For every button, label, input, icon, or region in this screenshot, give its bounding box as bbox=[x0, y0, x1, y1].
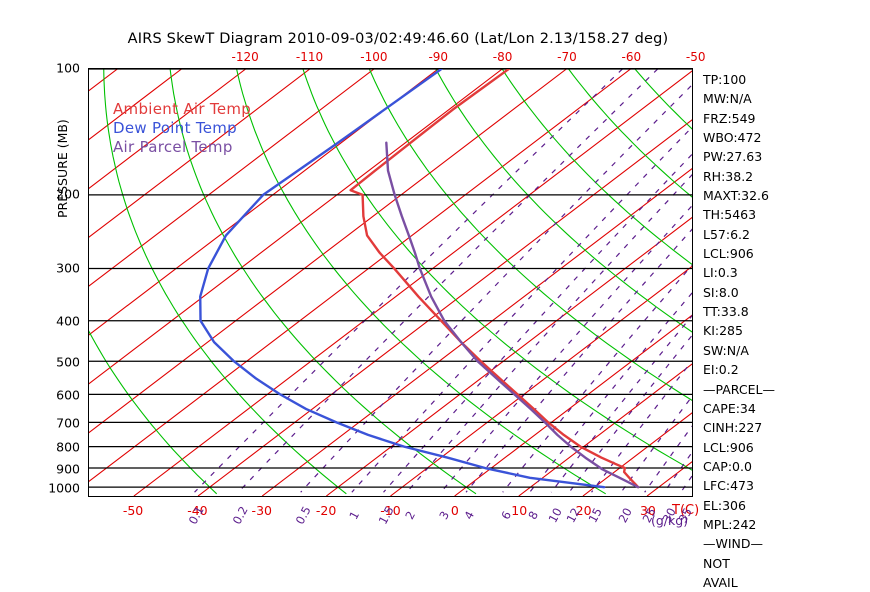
pressure-tick: 900 bbox=[56, 461, 80, 477]
temperature-unit-label: T(C) bbox=[672, 503, 700, 518]
index-maxt: MAXT:32.6 bbox=[703, 188, 769, 204]
bottom-temp-tick: -10 bbox=[380, 503, 401, 518]
top-temp-tick: -110 bbox=[295, 50, 324, 64]
top-temp-tick: -120 bbox=[231, 50, 259, 64]
top-temp-tick: -90 bbox=[428, 50, 449, 64]
parcel-el: EL:306 bbox=[703, 497, 746, 513]
bottom-temp-tick: 10 bbox=[511, 503, 528, 518]
index-ki: KI:285 bbox=[703, 323, 743, 339]
mixing-ratio-unit-label: (g/kg) bbox=[651, 513, 689, 528]
legend-air-parcel-temp: Air Parcel Temp bbox=[113, 138, 233, 156]
index-th: TH:5463 bbox=[703, 207, 757, 223]
pressure-tick: 500 bbox=[56, 354, 80, 370]
index-si: SI:8.0 bbox=[703, 284, 739, 300]
wind-section-header: —WIND— bbox=[703, 536, 764, 552]
page-title: AIRS SkewT Diagram 2010-09-03/02:49:46.6… bbox=[127, 31, 669, 47]
mixing-ratio-tick: 3 bbox=[436, 508, 453, 522]
top-temp-tick: -60 bbox=[621, 50, 642, 64]
legend: Ambient Air Temp Dew Point Temp Air Parc… bbox=[113, 100, 251, 157]
index-lcl: LCL:906 bbox=[703, 246, 754, 262]
pressure-tick: 200 bbox=[56, 186, 80, 202]
skewt-grid bbox=[89, 69, 692, 496]
pressure-tick: 600 bbox=[56, 387, 80, 403]
legend-dew-point-temp: Dew Point Temp bbox=[113, 119, 238, 137]
index-mw: MW:N/A bbox=[703, 91, 752, 107]
parcel-section-header: —PARCEL— bbox=[703, 381, 775, 397]
bottom-temp-tick: -30 bbox=[251, 503, 272, 518]
index-rh: RH:38.2 bbox=[703, 168, 754, 184]
top-temp-tick: -80 bbox=[492, 50, 513, 64]
bottom-temp-tick: 20 bbox=[575, 503, 592, 518]
mixing-ratio-tick: 1 bbox=[346, 508, 363, 522]
top-temp-tick: -70 bbox=[557, 50, 577, 64]
index-wbo: WBO:472 bbox=[703, 130, 762, 146]
wind-line-0: NOT bbox=[703, 555, 730, 571]
index-pw: PW:27.63 bbox=[703, 149, 763, 165]
pressure-tick: 800 bbox=[56, 439, 80, 455]
pressure-axis: 100 200 300 400 500 600 700 800 900 1000 bbox=[18, 0, 80, 560]
pressure-tick: 1000 bbox=[48, 480, 80, 496]
mixing-ratio-tick: 8 bbox=[525, 508, 542, 522]
pressure-tick: 700 bbox=[56, 415, 80, 431]
bottom-temp-tick: -20 bbox=[315, 503, 337, 518]
pressure-tick: 400 bbox=[56, 313, 80, 329]
index-tt: TT:33.8 bbox=[703, 304, 749, 320]
mixing-ratio-tick: 0.5 bbox=[292, 503, 314, 527]
index-frz: FRZ:549 bbox=[703, 110, 756, 126]
indices-panel: TP:100 MW:N/A FRZ:549 WBO:472 PW:27.63 RH:38.… bbox=[703, 70, 775, 592]
skewt-plot-area[interactable] bbox=[88, 68, 693, 497]
top-temp-tick: -50 bbox=[685, 50, 706, 64]
pressure-axis-label: PRESSURE (MB) bbox=[55, 119, 70, 218]
parcel-mpl: MPL:242 bbox=[703, 516, 757, 532]
parcel-cape: CAPE:34 bbox=[703, 400, 756, 416]
bottom-temp-tick: 0 bbox=[450, 503, 459, 518]
mixing-ratio-tick: 0.2 bbox=[229, 503, 251, 527]
bottom-temp-tick: -50 bbox=[122, 503, 144, 518]
mixing-ratio-tick: 4 bbox=[461, 508, 478, 522]
bottom-temp-tick: -40 bbox=[187, 503, 208, 518]
mixing-ratio-tick: 20 bbox=[615, 505, 636, 526]
index-li: LI:0.3 bbox=[703, 265, 738, 281]
pressure-tick: 100 bbox=[56, 60, 80, 76]
mixing-ratio-tick: 2 bbox=[401, 508, 418, 522]
parcel-lcl: LCL:906 bbox=[703, 439, 754, 455]
index-l57: L57:6.2 bbox=[703, 226, 750, 242]
index-tp: TP:100 bbox=[703, 72, 747, 87]
wind-line-1: AVAIL bbox=[703, 574, 738, 590]
index-sw: SW:N/A bbox=[703, 342, 749, 358]
pressure-tick: 300 bbox=[56, 260, 80, 276]
parcel-cinh: CINH:227 bbox=[703, 420, 763, 436]
bottom-temp-tick: 30 bbox=[639, 503, 656, 518]
top-temp-tick: -100 bbox=[360, 50, 388, 64]
mixing-ratio-tick: 10 bbox=[545, 505, 565, 526]
legend-ambient-air-temp: Ambient Air Temp bbox=[113, 100, 252, 118]
parcel-lfc: LFC:473 bbox=[703, 478, 754, 494]
parcel-cap: CAP:0.0 bbox=[703, 458, 752, 474]
index-ei: EI:0.2 bbox=[703, 362, 739, 378]
